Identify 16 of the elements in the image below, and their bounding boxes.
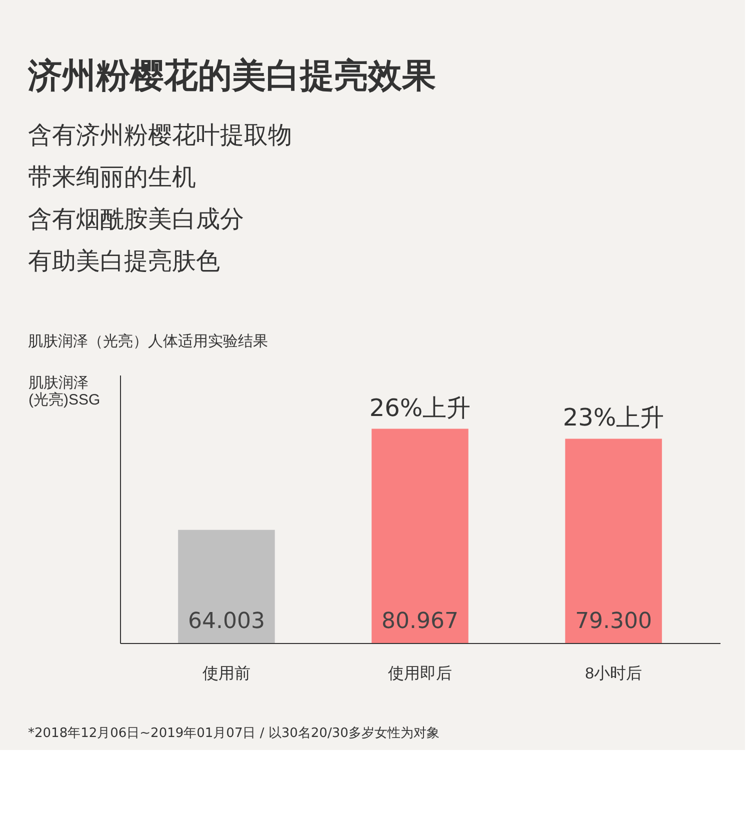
text: 肌肤润泽（光亮）人体适用实验结果 — [28, 332, 268, 350]
chart-title: 济州粉樱花的美白提亮效果 — [27, 56, 436, 96]
data-label: 64.003 — [188, 609, 265, 634]
text: *2018年12月06日~2019年01月07日 / 以30名20/30多岁女性为对象 — [28, 726, 440, 741]
x-tick-label: 8小时后 — [585, 664, 642, 682]
annotation: 23%上升 — [562, 404, 664, 432]
text: 含有烟酰胺美白成分 — [28, 205, 244, 233]
text: 有助美白提亮肤色 — [28, 247, 220, 275]
data-label: 79.300 — [575, 609, 652, 634]
y-axis-title: 肌肤润泽 (光亮)SSG — [28, 374, 100, 408]
text: 带来绚丽的生机 — [28, 163, 196, 191]
text: 含有济州粉樱花叶提取物 — [28, 121, 292, 149]
x-tick-label: 使用即后 — [388, 664, 452, 682]
x-tick-label: 使用前 — [202, 664, 250, 682]
data-label: 80.967 — [382, 609, 458, 634]
annotation: 26%上升 — [369, 394, 471, 422]
